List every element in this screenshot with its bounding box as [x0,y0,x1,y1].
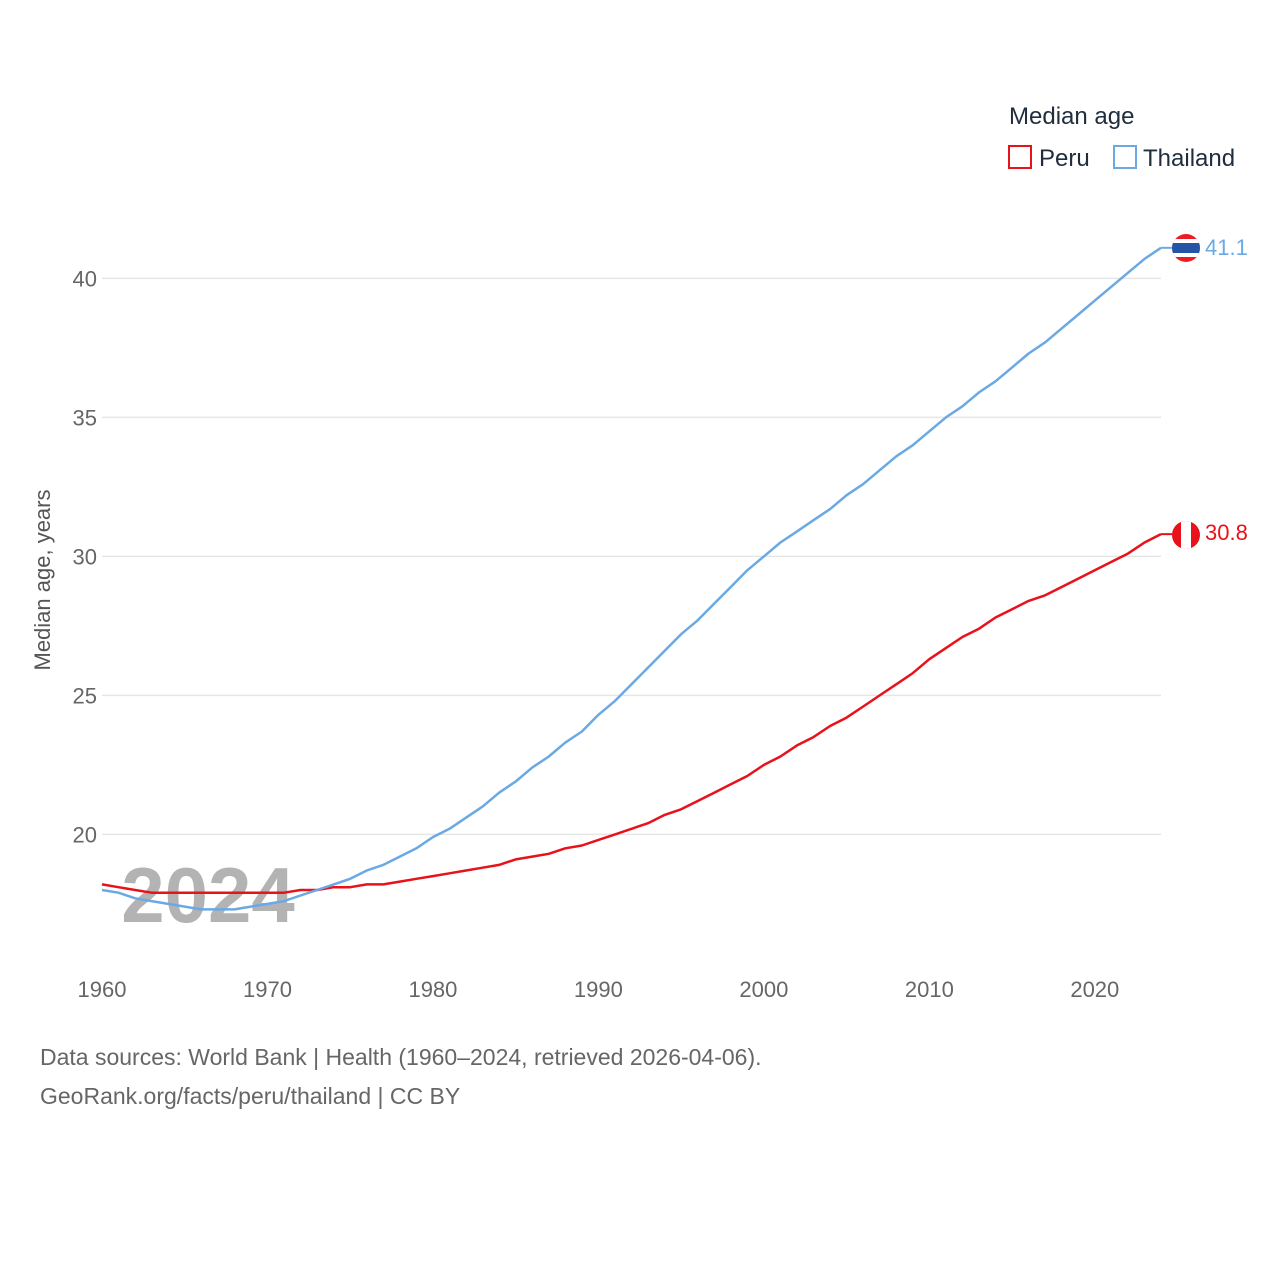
x-tick-label-2020: 2020 [1070,977,1119,1002]
year-watermark: 2024 [121,851,295,939]
legend-title: Median age [1009,103,1134,130]
legend-item-peru[interactable]: Peru [1008,145,1090,172]
series-line-thailand [101,246,1162,911]
legend-swatch-peru [1008,145,1032,169]
x-axis-ticks: 1960 1970 1980 1990 2000 2010 2020 [78,977,1120,1002]
peru-flag-icon [1172,521,1200,549]
series-line-peru [101,532,1162,894]
y-tick-label-40: 40 [73,266,97,291]
x-tick-label-1980: 1980 [408,977,457,1002]
peru-end-value: 30.8 [1205,520,1248,545]
x-tick-label-1990: 1990 [574,977,623,1002]
y-tick-label-25: 25 [73,683,97,708]
legend-label-thailand: Thailand [1143,145,1235,172]
source-url-license: GeoRank.org/facts/peru/thailand | CC BY [40,1083,461,1109]
series-lines [101,246,1172,911]
legend-label-peru: Peru [1039,145,1090,172]
legend-item-thailand[interactable]: Thailand [1113,145,1235,172]
thailand-flag-icon [1172,234,1200,262]
thailand-end-value: 41.1 [1205,235,1248,260]
legend-swatch-thailand [1113,145,1137,169]
x-tick-label-2010: 2010 [905,977,954,1002]
y-axis-title: Median age, years [30,490,55,671]
x-tick-label-1960: 1960 [78,977,127,1002]
y-tick-label-20: 20 [73,822,97,847]
y-axis-ticks: 20 25 30 35 40 [73,266,97,847]
x-tick-label-2000: 2000 [739,977,788,1002]
legend: Median age Peru Thailand [1008,103,1235,172]
y-tick-label-30: 30 [73,544,97,569]
y-tick-label-35: 35 [73,405,97,430]
data-sources-note: Data sources: World Bank | Health (1960–… [40,1044,762,1070]
gridlines [102,277,1161,836]
x-tick-label-1970: 1970 [243,977,292,1002]
